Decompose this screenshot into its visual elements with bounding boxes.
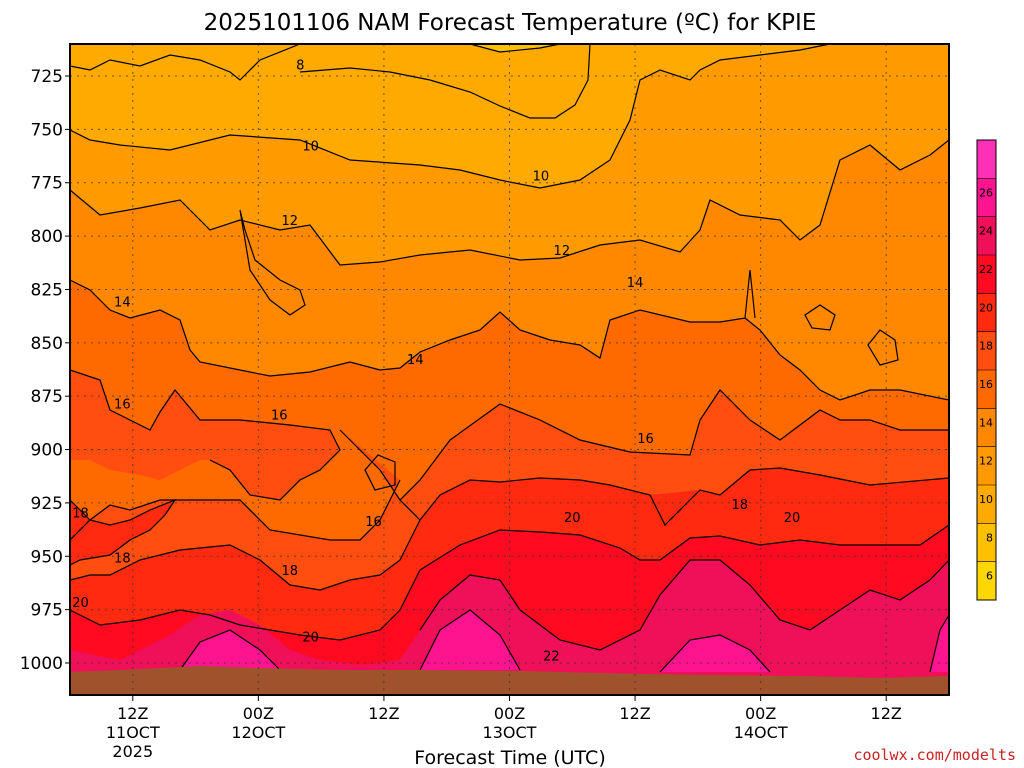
colorbar-segment [977, 293, 996, 333]
colorbar-segment [977, 140, 996, 179]
contour-label: 20 [564, 511, 581, 526]
colorbar-label: 16 [979, 378, 993, 391]
contour-label: 20 [302, 630, 319, 645]
colorbar-label: 24 [979, 225, 993, 238]
colorbar-label: 6 [986, 570, 993, 583]
y-tick-label: 950 [31, 547, 63, 567]
y-tick-label: 875 [31, 387, 63, 407]
x-tick-label: 12Z [619, 704, 650, 723]
x-tick-label: 12OCT [231, 723, 285, 742]
y-tick-label: 775 [31, 174, 63, 194]
contour-label: 18 [72, 507, 89, 522]
colorbar-label: 12 [979, 455, 993, 468]
y-tick-label: 1000 [20, 654, 63, 674]
y-tick-label: 900 [31, 441, 63, 461]
y-tick-label: 975 [31, 601, 63, 621]
contour-label: 16 [114, 398, 131, 413]
colorbar-segment [977, 408, 996, 448]
x-axis-title: Forecast Time (UTC) [414, 747, 605, 768]
x-tick-label: 12Z [117, 704, 148, 723]
chart-title: 2025101106 NAM Forecast Temperature (ºC)… [204, 10, 817, 36]
colorbar-label: 18 [979, 340, 993, 353]
y-axis: 725 750 775 800 825 850 875 900 925 950 975 1000 [20, 67, 70, 674]
contour-label: 18 [731, 498, 748, 513]
contour-label: 12 [281, 214, 298, 229]
contour-label: 14 [114, 295, 131, 310]
y-tick-label: 925 [31, 494, 63, 514]
temperature-field: 8 10 10 12 12 14 14 14 16 16 16 16 18 18 18 18 20 20 20 20 2… [70, 44, 949, 695]
colorbar-segment [977, 446, 996, 486]
y-tick-label: 850 [31, 334, 63, 354]
contour-label: 14 [627, 276, 644, 291]
contour-label: 8 [296, 58, 304, 73]
y-tick-label: 800 [31, 227, 63, 247]
colorbar-segment [977, 178, 996, 218]
colorbar-label: 14 [979, 416, 993, 429]
contour-label: 10 [533, 169, 550, 184]
colorbar-segment [977, 255, 996, 294]
contour-labels: 8 10 10 12 12 14 14 14 16 16 16 16 18 18 18 18 20 20 20 20 2… [72, 58, 800, 664]
colorbar-segment [977, 561, 996, 601]
credit-text: coolwx.com/modelts [853, 746, 1016, 764]
contour-label: 20 [72, 596, 89, 611]
x-tick-label: 13OCT [483, 723, 537, 742]
contour-label: 18 [281, 564, 298, 579]
colorbar: 6 8 10 12 14 16 18 20 22 24 26 [976, 139, 997, 601]
colorbar-label: 10 [979, 493, 993, 506]
contour-label: 16 [271, 408, 288, 423]
colorbar-label: 8 [986, 531, 993, 544]
x-tick-label: 14OCT [734, 723, 788, 742]
contour-label: 16 [365, 515, 382, 530]
colorbar-label: 26 [979, 186, 993, 199]
colorbar-segment [977, 331, 996, 371]
terrain-ground [70, 666, 949, 695]
contour-label: 20 [784, 511, 801, 526]
band-26 [180, 610, 949, 672]
x-tick-label: 11OCT [106, 723, 160, 742]
contour-label: 12 [554, 244, 571, 259]
contour-label: 10 [302, 139, 319, 154]
colorbar-segment [977, 370, 996, 409]
x-tick-label: 00Z [745, 704, 776, 723]
x-tick-label: 12Z [368, 704, 399, 723]
y-tick-label: 825 [31, 280, 63, 300]
x-tick-label: 12Z [871, 704, 902, 723]
contour-label: 16 [637, 432, 654, 447]
contour-label: 18 [114, 551, 131, 566]
x-tick-label: 2025 [112, 742, 153, 761]
contour-lines [70, 44, 949, 673]
x-tick-label: 00Z [494, 704, 525, 723]
y-tick-label: 725 [31, 67, 63, 87]
colorbar-segment [977, 485, 996, 524]
x-tick-label: 00Z [243, 704, 274, 723]
colorbar-label: 20 [979, 301, 993, 314]
y-tick-label: 750 [31, 120, 63, 140]
colorbar-segment [977, 523, 996, 563]
colorbar-label: 22 [979, 263, 993, 276]
contour-label: 14 [407, 353, 424, 368]
colorbar-segment [977, 216, 996, 256]
contour-label: 22 [543, 650, 560, 665]
